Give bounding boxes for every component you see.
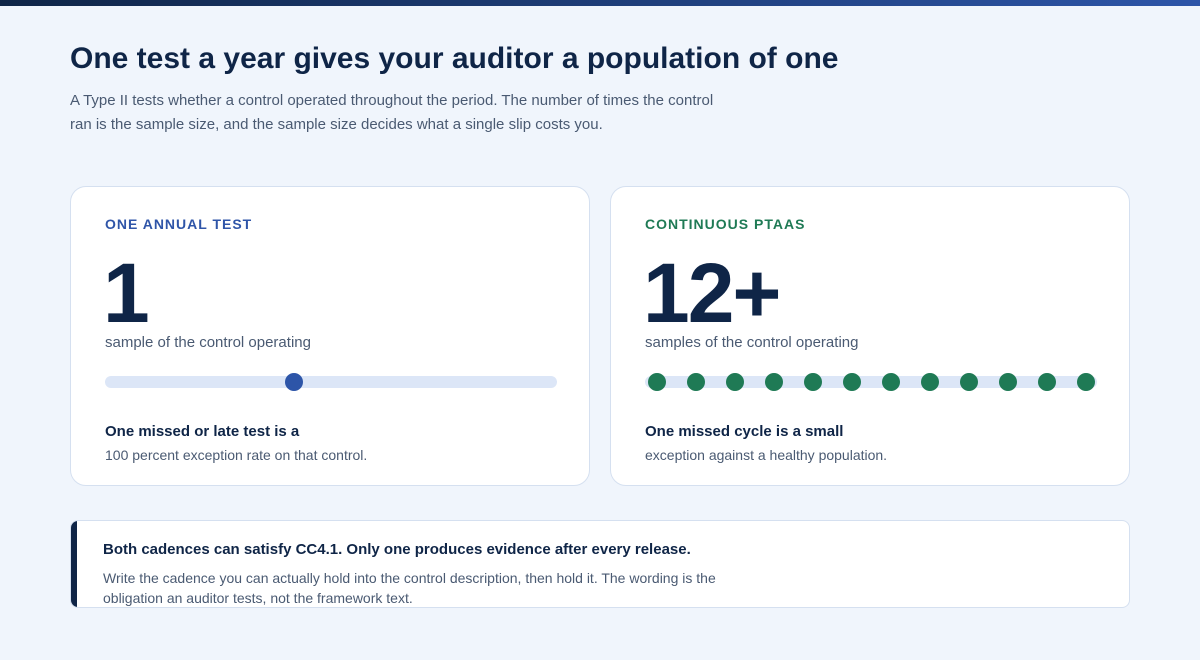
card-number: 12+ [643, 246, 781, 340]
card-number: 1 [103, 246, 150, 340]
title: One test a year gives your auditor a pop… [70, 42, 839, 75]
subtitle: A Type II tests whether a control operat… [70, 92, 714, 133]
card-label: ONE ANNUAL TEST [105, 216, 253, 232]
callout: Both cadences can satisfy CC4.1. Only on… [70, 520, 1130, 608]
callout-body: Write the cadence you can actually hold … [103, 570, 716, 606]
sample-track [105, 373, 557, 391]
card: ONE ANNUAL TEST 1 sample of the control … [70, 186, 590, 486]
track [645, 376, 1097, 388]
card-label: CONTINUOUS PTAAS [645, 216, 806, 232]
card-caption: samples of the control operating [645, 334, 859, 351]
sample-dot [285, 373, 303, 391]
card: CONTINUOUS PTAAS 12+ samples of the cont… [610, 186, 1130, 486]
track [105, 376, 557, 388]
sample-track [645, 373, 1097, 391]
card-note: exception against a healthy population. [645, 447, 888, 463]
callout-bar [71, 521, 77, 607]
top-bar [0, 0, 1200, 6]
card-note: 100 percent exception rate on that contr… [105, 447, 368, 463]
callout-title: Both cadences can satisfy CC4.1. Only on… [103, 541, 691, 558]
sample-dots [648, 373, 1095, 391]
card-note-bold: One missed or late test is a [105, 423, 300, 440]
card-caption: sample of the control operating [105, 334, 311, 351]
card-note-bold: One missed cycle is a small [645, 423, 844, 440]
